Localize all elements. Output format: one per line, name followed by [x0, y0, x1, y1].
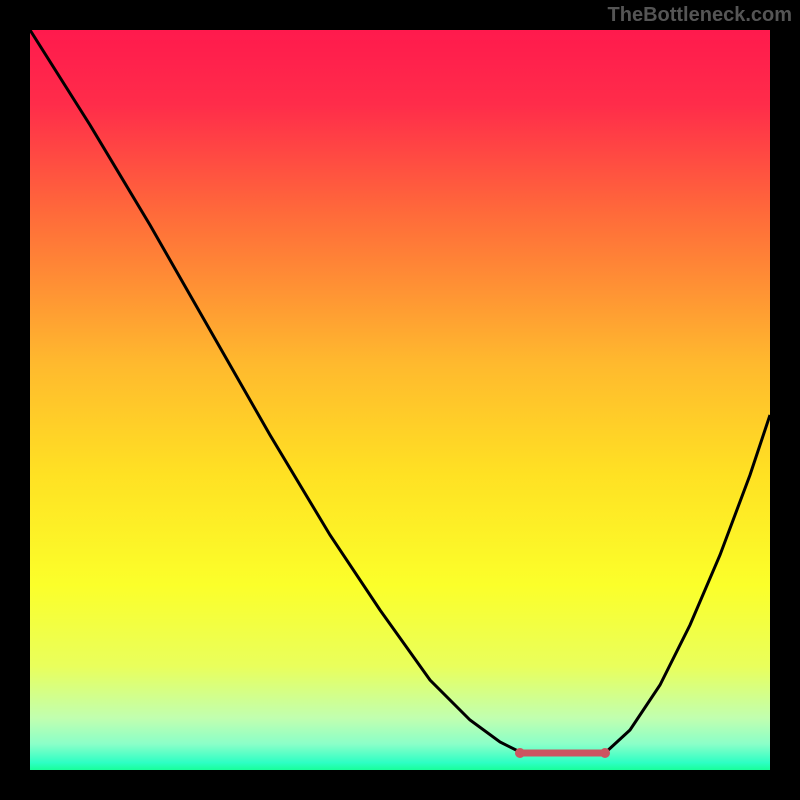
flat-segment-end-dot [600, 748, 610, 758]
left-curve [30, 30, 520, 752]
chart-container: TheBottleneck.com [0, 0, 800, 800]
plot-area [30, 30, 770, 770]
flat-segment-start-dot [515, 748, 525, 758]
watermark-text: TheBottleneck.com [608, 4, 792, 27]
right-curve [605, 415, 770, 753]
curve-layer [30, 30, 770, 770]
